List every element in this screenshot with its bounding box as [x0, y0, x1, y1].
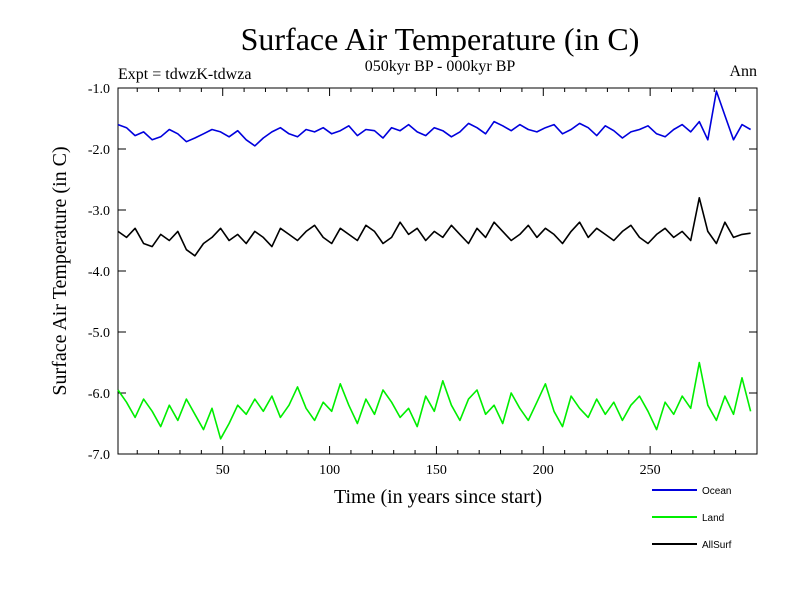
y-tick-label: -5.0 [88, 326, 110, 341]
x-axis: 50 100 150 200 250 [136, 88, 737, 478]
y-axis-label: Surface Air Temperature (in C) [49, 146, 71, 395]
x-tick-label: 250 [640, 463, 661, 478]
legend-label-allsurf: AllSurf [702, 540, 732, 551]
experiment-label: Expt = tdwzK-tdwza [118, 66, 251, 83]
y-tick-label: -4.0 [88, 265, 110, 280]
chart-subtitle: 050kyr BP - 000kyr BP [365, 58, 516, 75]
series-lines [117, 90, 752, 440]
y-axis: -1.0 -2.0 -3.0 -4.0 -5.0 -6.0 -7.0 [88, 82, 757, 463]
y-tick-label: -7.0 [88, 448, 110, 463]
y-tick-label: -3.0 [88, 204, 110, 219]
legend: Ocean Land AllSurf [652, 486, 732, 551]
x-axis-label: Time (in years since start) [334, 486, 542, 508]
season-label: Ann [729, 63, 757, 80]
x-tick-label: 50 [216, 463, 230, 478]
series-line-land [117, 361, 752, 440]
y-tick-label: -6.0 [88, 387, 110, 402]
y-tick-label: -1.0 [88, 82, 110, 97]
series-line-allsurf [117, 197, 751, 257]
y-tick-label: -2.0 [88, 143, 110, 158]
legend-label-ocean: Ocean [702, 486, 731, 497]
chart-title: Surface Air Temperature (in C) [241, 21, 640, 57]
x-tick-label: 150 [426, 463, 447, 478]
x-tick-label: 200 [533, 463, 554, 478]
legend-label-land: Land [702, 513, 724, 524]
series-line-ocean [117, 90, 751, 147]
x-tick-label: 100 [319, 463, 340, 478]
